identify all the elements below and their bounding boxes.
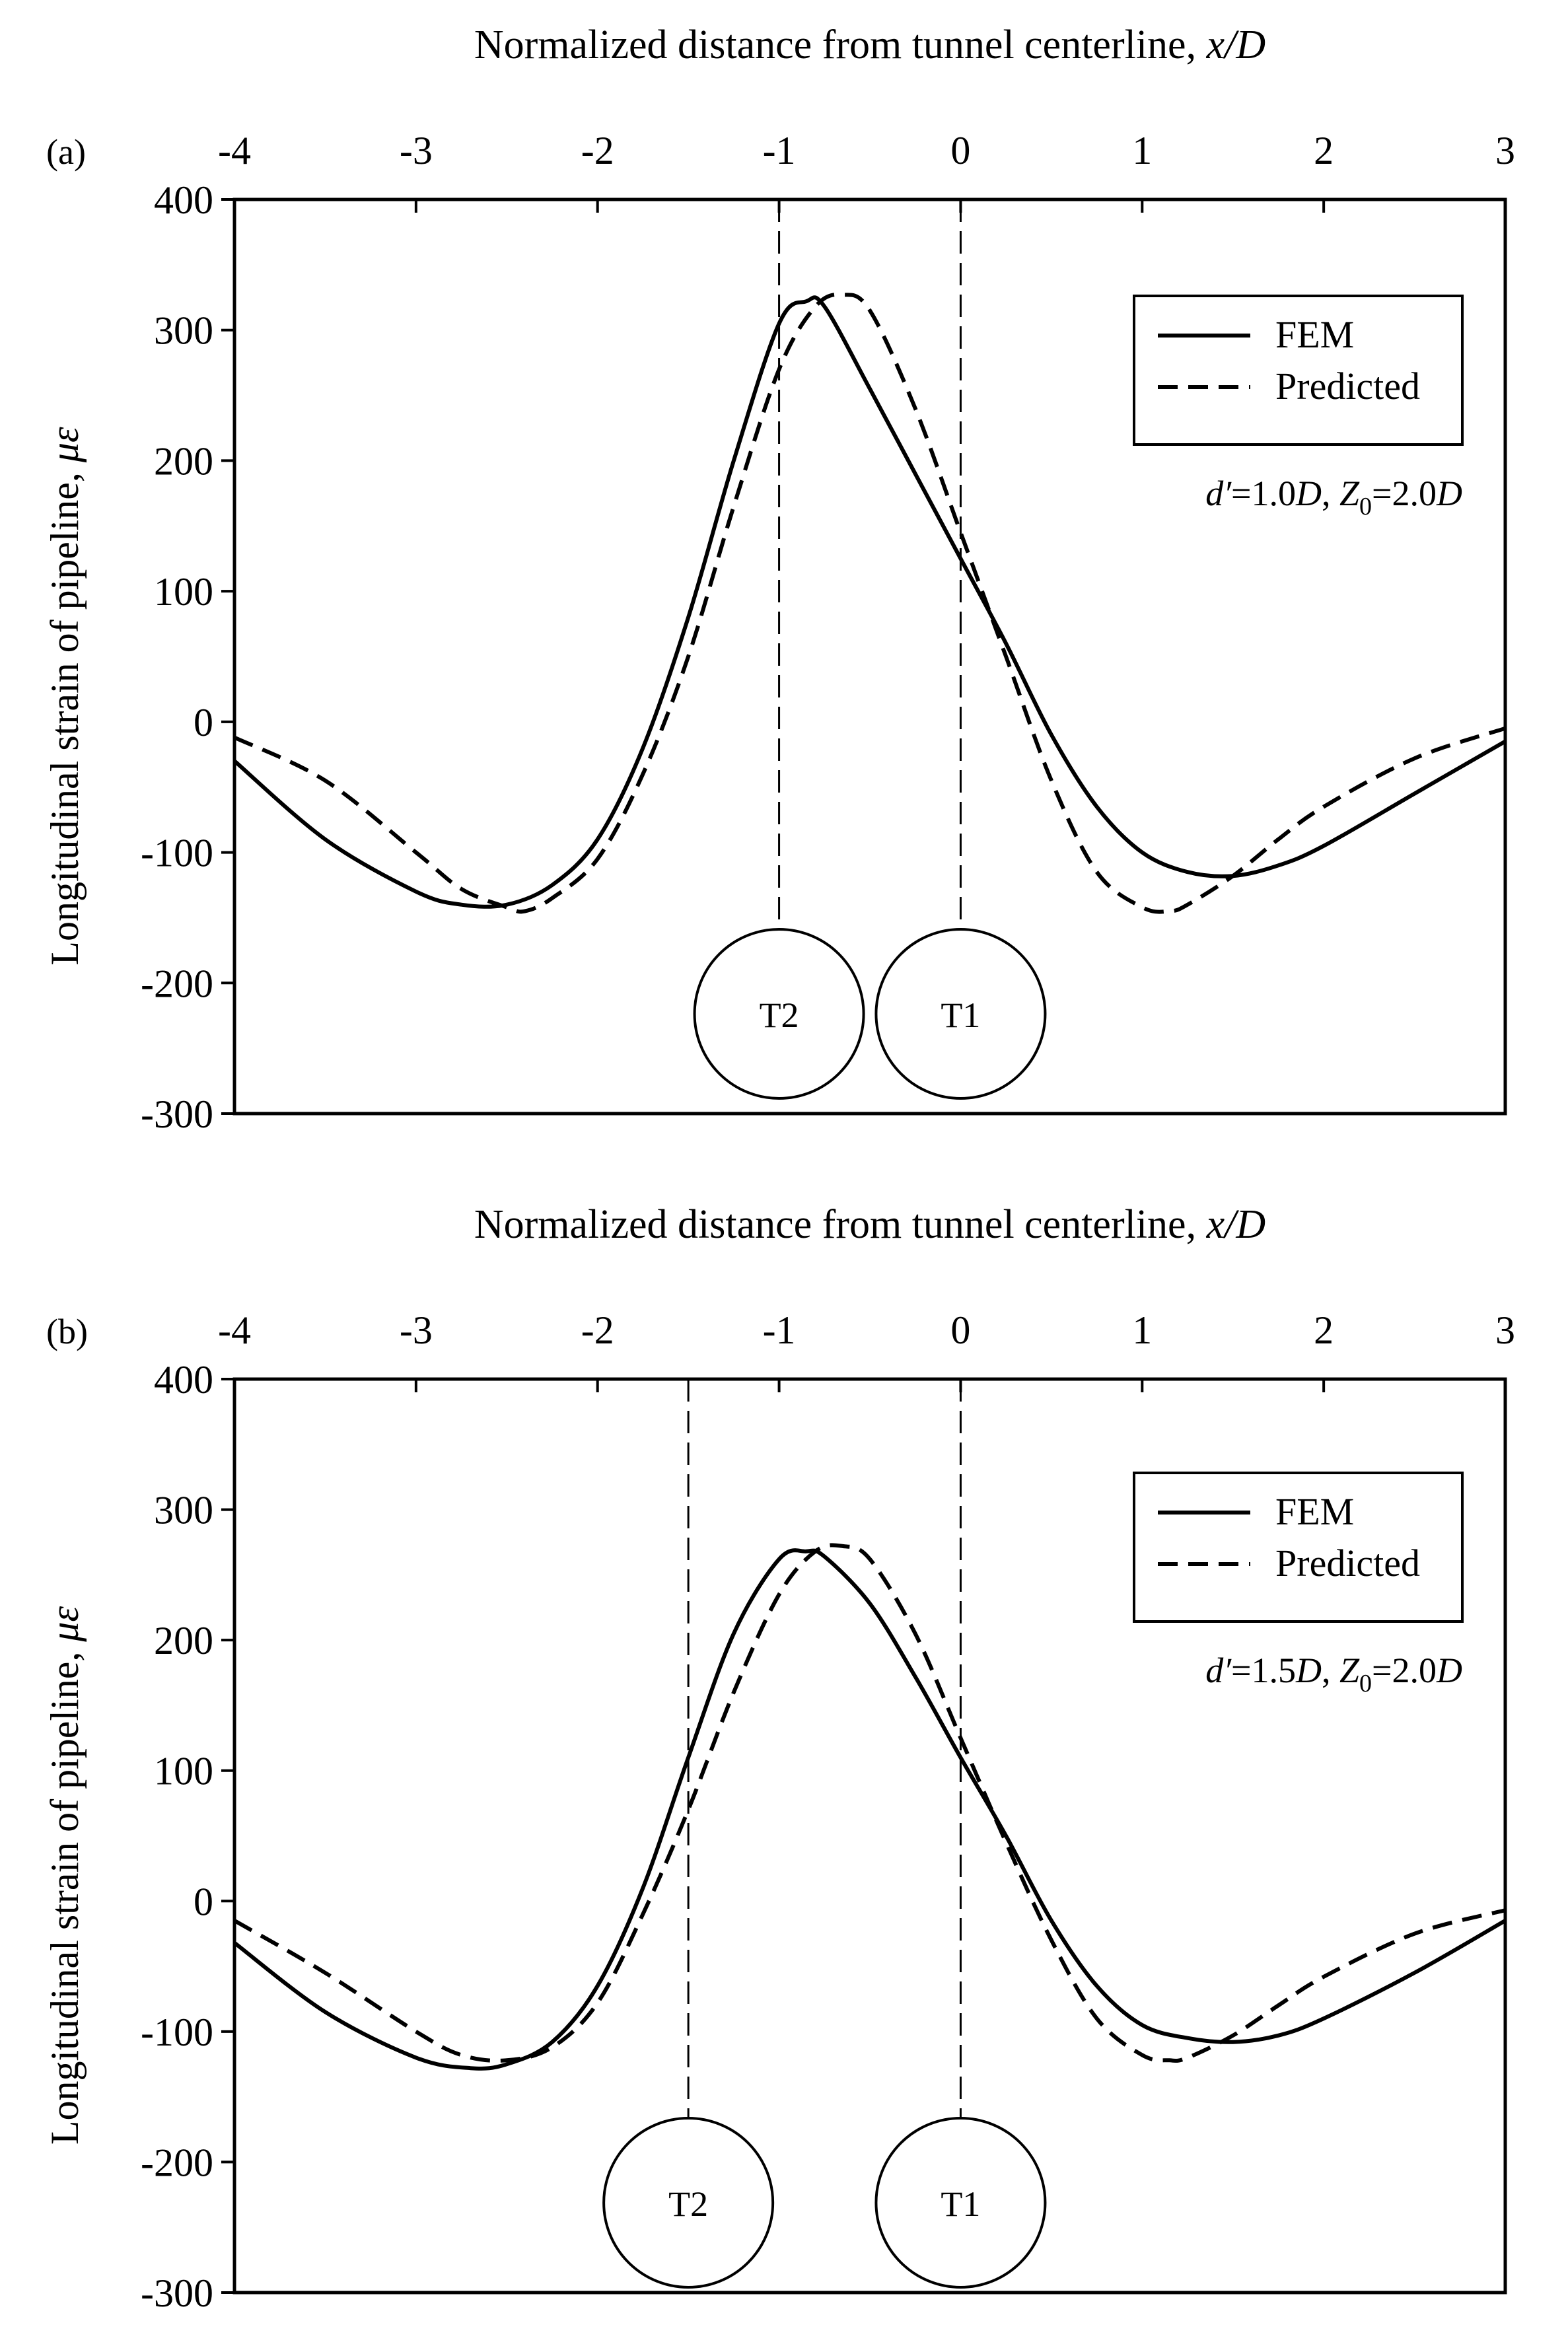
plot-frame — [232, 1377, 1507, 2295]
y-tick-label: 200 — [154, 1619, 213, 1662]
panel-label: (b) — [46, 1312, 88, 1351]
series-line-fem — [233, 1548, 1507, 2071]
tunnel-t2-circle — [693, 928, 865, 1100]
annotation-d-symbol: d′ — [1205, 1651, 1232, 1690]
series-line-predicted — [233, 1543, 1506, 2063]
y-tick-label: 0 — [194, 701, 213, 744]
x-tick-label: -4 — [218, 1308, 251, 1352]
y-tick-label: 400 — [154, 1358, 213, 1402]
y-axis-title: Longitudinal strain of pipeline, με — [43, 1606, 87, 2145]
y-tick-label: -100 — [141, 832, 213, 875]
x-axis-title-var: x/D — [1206, 1202, 1266, 1247]
legend-label-fem: FEM — [1275, 1490, 1354, 1533]
y-axis-title: Longitudinal strain of pipeline, με — [43, 427, 87, 966]
x-tick-label: -3 — [400, 129, 433, 172]
y-tick-label: -200 — [141, 962, 213, 1005]
tunnel-t1-circle — [874, 2117, 1047, 2289]
y-axis-title-var: με — [43, 427, 87, 463]
series-line-fem — [233, 295, 1507, 909]
x-tick-label: 1 — [1132, 1308, 1152, 1352]
y-tick-label: -300 — [141, 2271, 213, 2315]
tunnel-t1-circle — [874, 928, 1047, 1100]
annotation-d-unit: D — [1295, 474, 1322, 513]
annotation-separator: , — [1322, 1651, 1339, 1690]
y-tick-label: -300 — [141, 1092, 213, 1136]
chart-panel-a: Normalized distance from tunnel centerli… — [43, 22, 1515, 1136]
y-tick-label: 300 — [154, 1489, 213, 1532]
y-tick-label: -100 — [141, 2011, 213, 2054]
y-axis-title-text: Longitudinal strain of pipeline, — [43, 462, 87, 966]
panel-label: (a) — [46, 132, 86, 172]
legend-label-predicted: Predicted — [1275, 1542, 1420, 1585]
tunnel-t2-circle — [602, 2117, 775, 2289]
x-tick-label: 0 — [950, 129, 970, 172]
annotation-z-unit: D — [1436, 1651, 1462, 1690]
annotation-z-subscript: 0 — [1359, 1670, 1372, 1697]
legend-label-predicted: Predicted — [1275, 365, 1420, 408]
y-tick-label: 0 — [194, 1880, 213, 1923]
y-tick-label: 300 — [154, 309, 213, 353]
x-tick-label: 1 — [1132, 129, 1152, 172]
annotation-z-value: =2.0 — [1372, 1651, 1437, 1690]
tunnel-t1-label: T1 — [941, 995, 980, 1035]
chart-panel-b: Normalized distance from tunnel centerli… — [43, 1202, 1515, 2315]
y-axis-title-text: Longitudinal strain of pipeline, — [43, 1642, 87, 2145]
legend-box — [1133, 295, 1464, 446]
annotation-d-value: =1.5 — [1231, 1651, 1296, 1690]
annotation-separator: , — [1322, 474, 1339, 513]
tunnel-t1-label: T1 — [941, 2184, 980, 2224]
x-tick-label: -2 — [581, 1308, 614, 1352]
tunnel-t2-label: T2 — [668, 2184, 708, 2224]
parameter-annotation: d′=1.5D, Z0=2.0D — [1205, 1651, 1462, 1697]
x-axis-title-text: Normalized distance from tunnel centerli… — [474, 22, 1207, 67]
annotation-z-subscript: 0 — [1359, 493, 1372, 520]
x-tick-label: -2 — [581, 129, 614, 172]
x-tick-label: -3 — [400, 1308, 433, 1352]
y-tick-label: 200 — [154, 439, 213, 483]
legend-box — [1133, 1472, 1464, 1623]
y-tick-label: 100 — [154, 570, 213, 614]
x-tick-label: 0 — [950, 1308, 970, 1352]
x-tick-label: 3 — [1495, 1308, 1515, 1352]
x-tick-label: -1 — [763, 1308, 796, 1352]
x-axis-title-text: Normalized distance from tunnel centerli… — [474, 1202, 1207, 1247]
x-tick-label: 2 — [1314, 1308, 1334, 1352]
x-axis-title-var: x/D — [1206, 22, 1266, 67]
annotation-d-unit: D — [1295, 1651, 1322, 1690]
y-tick-label: -200 — [141, 2141, 213, 2184]
annotation-z-symbol: Z — [1339, 474, 1360, 513]
y-tick-label: 400 — [154, 178, 213, 222]
annotation-z-value: =2.0 — [1372, 474, 1437, 513]
x-axis-title: Normalized distance from tunnel centerli… — [474, 22, 1265, 67]
parameter-annotation: d′=1.0D, Z0=2.0D — [1205, 474, 1462, 520]
x-tick-label: -1 — [763, 129, 796, 172]
x-tick-label: -4 — [218, 129, 251, 172]
annotation-d-symbol: d′ — [1205, 474, 1232, 513]
x-tick-label: 3 — [1495, 129, 1515, 172]
tunnel-t2-label: T2 — [760, 995, 799, 1035]
legend-label-fem: FEM — [1275, 313, 1354, 356]
series-line-predicted — [233, 293, 1506, 914]
x-axis-title: Normalized distance from tunnel centerli… — [474, 1202, 1265, 1247]
annotation-z-symbol: Z — [1339, 1651, 1360, 1690]
annotation-d-value: =1.0 — [1231, 474, 1296, 513]
y-tick-label: 100 — [154, 1750, 213, 1793]
x-tick-label: 2 — [1314, 129, 1334, 172]
plot-frame — [232, 197, 1507, 1116]
annotation-z-unit: D — [1436, 474, 1462, 513]
y-axis-title-var: με — [43, 1606, 87, 1643]
